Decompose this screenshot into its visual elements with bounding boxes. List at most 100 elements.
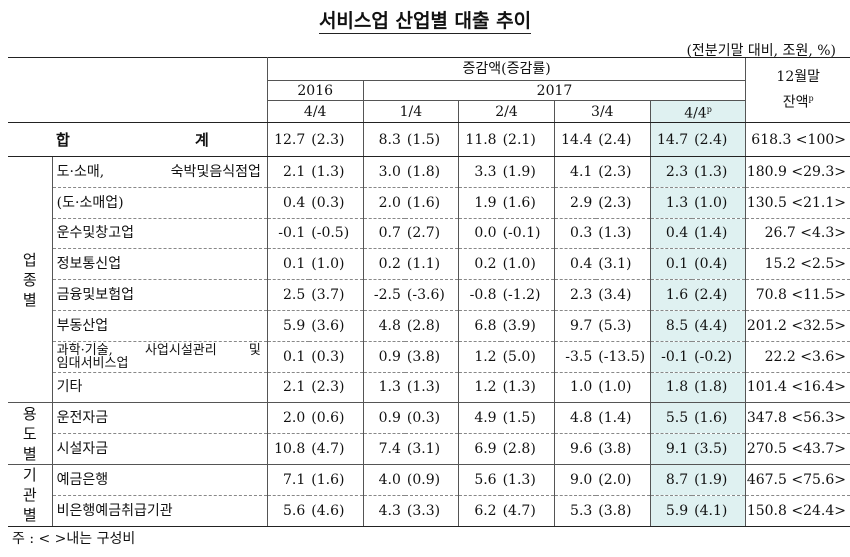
balance-cell: 270.5 <43.7> (745, 433, 850, 465)
quarter-label: 1/4 (399, 103, 423, 120)
amount-cell: 7.4 (363, 433, 405, 465)
table-row: 금융및보험업 2.5 (3.7) -2.5 (-3.6) -0.8 (-1.2) 2.3 (3.… (8, 279, 850, 311)
row-label: 금융및보험업 (52, 279, 268, 311)
row-label-text: 운수및창고업 (56, 225, 134, 242)
quarter-2: 2/4 (458, 100, 555, 123)
amount-cell: 8.5 (650, 310, 693, 342)
amount-cell: 0.4 (650, 218, 693, 250)
group-label-char: 기 (22, 466, 37, 485)
amount-cell: 1.2 (458, 372, 501, 404)
amount-cell: 2.3 (650, 156, 693, 188)
group-label-char: 별 (22, 444, 37, 463)
balance-cell: 70.8 <11.5> (745, 279, 850, 311)
table-row: 기 관 별 예금은행 7.1 (1.6) 4.0 (0.9) 5.6 (1.3) 9.0 (2.0) 8… (8, 464, 850, 527)
rate-cell: (2.4) (692, 122, 746, 157)
rate-cell: (1.9) (500, 156, 555, 188)
amount-cell: 4.3 (363, 495, 405, 527)
rate-cell: (2.4) (692, 279, 746, 311)
group-label-char: 용 (22, 404, 37, 423)
rate-cell: (3.8) (596, 433, 651, 465)
rate-cell: (0.3) (309, 341, 364, 373)
amount-cell: 1.3 (650, 187, 693, 219)
rate-cell: (1.6) (404, 187, 460, 219)
group-label-char: 종 (22, 270, 37, 289)
rate-cell: (0.3) (309, 187, 364, 219)
amount-cell: 12.7 (267, 122, 310, 157)
rate-cell: (3.6) (309, 310, 364, 342)
amount-cell: 5.9 (267, 310, 310, 342)
amount-cell: 3.3 (458, 156, 501, 188)
row-label: 과학·기술, 사업시설관리 및 임대서비스업 (52, 341, 268, 373)
amount-cell: -3.5 (554, 341, 597, 373)
rate-cell: (1.0) (596, 372, 651, 404)
year-2017: 2017 (363, 80, 746, 101)
table-row: 부동산업 5.9 (3.6) 4.8 (2.8) 6.8 (3.9) 9.7 (5.3) 8.5(… (8, 310, 850, 342)
amount-cell: 9.0 (554, 464, 597, 496)
balance-cell: 150.8 <24.4> (745, 495, 850, 527)
rate-cell: (1.5) (404, 122, 460, 157)
change-header: 증감액(증감률) (267, 57, 746, 81)
row-label: 운수및창고업 (52, 218, 268, 250)
amount-cell: 2.3 (554, 279, 597, 311)
amount-cell: 5.9 (650, 495, 693, 527)
rate-cell: (3.4) (596, 279, 651, 311)
row-label: 정보통신업 (52, 248, 268, 281)
row-label-text: 정보통신업 (56, 256, 122, 273)
amount-cell: -0.8 (458, 279, 501, 311)
amount-cell: 11.8 (458, 122, 501, 157)
rate-cell: (3.1) (596, 248, 651, 281)
amount-cell: -0.1 (650, 341, 693, 373)
table-row: 기타 2.1 (2.3) 1.3 (1.3) 1.2 (1.3) 1.0 (1.0) 1.8 (1.… (8, 372, 850, 404)
quarter-label: 4/4 (684, 105, 707, 122)
row-label: 운전자금 (52, 402, 268, 435)
amount-cell: 0.1 (267, 248, 310, 281)
amount-cell: 6.8 (458, 310, 501, 342)
amount-cell: 1.2 (458, 341, 501, 373)
amount-cell: 1.0 (554, 372, 597, 404)
rate-cell: (1.3) (500, 464, 555, 496)
rate-cell: (3.5) (692, 433, 746, 465)
rate-cell: (-13.5) (596, 341, 651, 373)
balance-header-line2: 잔액p (747, 88, 850, 114)
quarter-4: 4/4p (650, 100, 746, 123)
row-label: 도·소매, 숙박및음식점업 (52, 156, 268, 188)
row-label-text: 비은행예금취급기관 (56, 502, 173, 519)
balance-cell: 22.2 <3.6> (745, 341, 850, 373)
row-label-text: 예금은행 (56, 471, 109, 488)
rate-cell: (1.3) (596, 218, 651, 250)
year-2016: 2016 (267, 80, 364, 101)
rate-cell: (3.1) (404, 433, 460, 465)
amount-cell: 6.2 (458, 495, 501, 527)
rate-cell: (-0.2) (692, 341, 746, 373)
amount-cell: 0.2 (458, 248, 501, 281)
amount-cell: 0.0 (458, 218, 501, 250)
row-label: 예금은행 (52, 464, 268, 496)
balance-cell: 26.7 <4.3> (745, 218, 850, 250)
header-row: 증감액(증감률) 12월말 잔액p (8, 57, 850, 123)
row-label-text: 운전자금 (56, 410, 109, 427)
rate-cell: (1.6) (500, 187, 555, 219)
balance-cell: 101.4 <16.4> (745, 372, 850, 404)
rate-cell: (2.3) (596, 156, 651, 188)
unit-label: (전분기말 대비, 조원, %) (686, 43, 836, 59)
amount-cell: 4.8 (363, 310, 405, 342)
amount-cell: 0.9 (363, 402, 405, 435)
rate-cell: (5.0) (500, 341, 555, 373)
table-row: 정보통신업 0.1 (1.0) 0.2 (1.1) 0.2 (1.0) 0.4 (3.1) 0.1… (8, 248, 850, 281)
amount-cell: 0.4 (267, 187, 310, 219)
quarter-3: 3/4 (554, 100, 651, 123)
table-row: 시설자금 10.8 (4.7) 7.4 (3.1) 6.9 (2.8) 9.6 (3.8) 9.1… (8, 433, 850, 465)
rate-cell: (1.4) (596, 402, 651, 435)
balance-cell: 15.2 <2.5> (745, 248, 850, 281)
quarter-1: 1/4 (363, 100, 460, 123)
group-label-char: 도 (22, 424, 37, 443)
amount-cell: 1.8 (650, 372, 693, 404)
rate-cell: (1.9) (692, 464, 746, 496)
rate-cell: (1.0) (692, 187, 746, 219)
row-label: 기타 (52, 372, 268, 404)
table-row: 용 도 별 운전자금 2.0 (0.6) 0.9 (0.3) 4.9 (1.5) 4.8 (1.4) 5… (8, 402, 850, 465)
rate-cell: (5.3) (596, 310, 651, 342)
